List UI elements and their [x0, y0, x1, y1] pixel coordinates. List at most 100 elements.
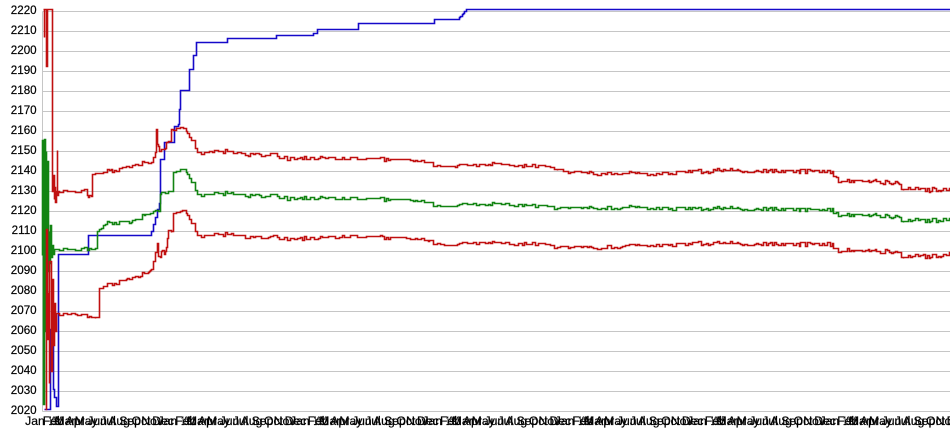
svg-text:Apr: Apr: [860, 414, 879, 428]
svg-text:Feb: Feb: [837, 414, 858, 428]
svg-text:Aug: Aug: [505, 414, 527, 428]
svg-text:2160: 2160: [11, 124, 37, 137]
svg-text:2140: 2140: [11, 164, 37, 177]
svg-text:Mar: Mar: [187, 414, 208, 428]
svg-text:1990: 1990: [49, 415, 63, 429]
svg-text:2030: 2030: [11, 384, 37, 397]
svg-text:Aug: Aug: [108, 414, 130, 428]
svg-text:Jun: Jun: [617, 414, 637, 428]
svg-text:Dec: Dec: [814, 414, 836, 428]
svg-text:Sep: Sep: [119, 414, 141, 428]
svg-text:Mar: Mar: [584, 414, 605, 428]
svg-text:1995: 1995: [711, 415, 725, 429]
svg-text:Aug: Aug: [638, 414, 660, 428]
svg-text:Feb: Feb: [43, 414, 64, 428]
svg-text:May: May: [207, 414, 231, 428]
svg-text:2100: 2100: [11, 244, 37, 257]
svg-text:Sep: Sep: [649, 414, 671, 428]
svg-text:Oct: Oct: [132, 414, 152, 428]
svg-text:Jan: Jan: [687, 414, 707, 428]
svg-text:2210: 2210: [11, 24, 37, 37]
svg-text:Mar: Mar: [452, 414, 473, 428]
svg-text:Mar: Mar: [319, 414, 340, 428]
svg-text:Nov: Nov: [141, 414, 164, 428]
svg-text:2170: 2170: [11, 104, 37, 117]
svg-text:Aug: Aug: [903, 414, 925, 428]
svg-text:Aug: Aug: [241, 414, 263, 428]
svg-text:Apr: Apr: [595, 414, 614, 428]
svg-text:May: May: [604, 414, 628, 428]
svg-text:Jun: Jun: [882, 414, 902, 428]
svg-text:2060: 2060: [11, 324, 37, 337]
svg-text:2220: 2220: [11, 4, 37, 17]
svg-text:Aug: Aug: [373, 414, 395, 428]
svg-text:Nov: Nov: [274, 414, 297, 428]
svg-text:Dec: Dec: [152, 414, 174, 428]
svg-text:Jun: Jun: [220, 414, 240, 428]
svg-text:Sep: Sep: [384, 414, 406, 428]
svg-text:Dec: Dec: [682, 414, 704, 428]
svg-text:Jun: Jun: [484, 414, 504, 428]
svg-text:Oct: Oct: [529, 414, 549, 428]
svg-text:Oct: Oct: [926, 414, 946, 428]
svg-text:2090: 2090: [11, 264, 37, 277]
svg-text:Jul: Jul: [233, 414, 249, 428]
svg-text:Nov: Nov: [803, 414, 826, 428]
svg-text:Aug: Aug: [770, 414, 792, 428]
svg-text:May: May: [869, 414, 893, 428]
svg-text:Sep: Sep: [252, 414, 274, 428]
svg-text:Feb: Feb: [440, 414, 461, 428]
svg-text:Oct: Oct: [794, 414, 814, 428]
svg-text:May: May: [737, 414, 761, 428]
svg-text:Apr: Apr: [66, 414, 85, 428]
svg-text:2120: 2120: [11, 204, 37, 217]
svg-text:May: May: [472, 414, 496, 428]
svg-text:Nov: Nov: [936, 414, 950, 428]
svg-text:1994: 1994: [578, 415, 592, 429]
svg-text:Nov: Nov: [538, 414, 561, 428]
svg-text:Jan: Jan: [422, 414, 442, 428]
svg-text:1991: 1991: [181, 415, 195, 429]
svg-text:Jan: Jan: [820, 414, 840, 428]
svg-text:Jun: Jun: [352, 414, 372, 428]
svg-text:2180: 2180: [11, 84, 37, 97]
svg-text:Feb: Feb: [308, 414, 329, 428]
svg-text:Sep: Sep: [781, 414, 803, 428]
svg-text:2110: 2110: [12, 224, 37, 237]
svg-text:Jan: Jan: [555, 414, 575, 428]
svg-text:Apr: Apr: [728, 414, 747, 428]
svg-text:Dec: Dec: [549, 414, 571, 428]
svg-text:Feb: Feb: [175, 414, 196, 428]
svg-text:Feb: Feb: [572, 414, 593, 428]
svg-text:2150: 2150: [11, 144, 37, 157]
svg-text:Dec: Dec: [947, 414, 950, 428]
svg-text:2190: 2190: [11, 64, 37, 77]
svg-text:Jan: Jan: [25, 414, 45, 428]
svg-text:Mar: Mar: [717, 414, 738, 428]
svg-text:Oct: Oct: [264, 414, 284, 428]
svg-text:Jan: Jan: [290, 414, 310, 428]
svg-text:May: May: [75, 414, 99, 428]
svg-text:Jul: Jul: [762, 414, 778, 428]
svg-text:Jun: Jun: [749, 414, 769, 428]
svg-text:Mar: Mar: [55, 414, 76, 428]
svg-text:Jul: Jul: [895, 414, 911, 428]
svg-text:Jan: Jan: [158, 414, 178, 428]
svg-text:Nov: Nov: [671, 414, 694, 428]
svg-text:Nov: Nov: [406, 414, 429, 428]
svg-text:Feb: Feb: [705, 414, 726, 428]
svg-text:Mar: Mar: [849, 414, 870, 428]
svg-text:1992: 1992: [314, 415, 328, 429]
svg-text:Sep: Sep: [516, 414, 538, 428]
svg-text:Jun: Jun: [87, 414, 107, 428]
svg-text:Sep: Sep: [914, 414, 936, 428]
svg-text:Apr: Apr: [198, 414, 217, 428]
svg-text:Dec: Dec: [285, 414, 307, 428]
svg-text:Jul: Jul: [630, 414, 646, 428]
svg-text:Oct: Oct: [661, 414, 681, 428]
svg-text:2020: 2020: [11, 404, 37, 417]
svg-text:2050: 2050: [11, 344, 37, 357]
svg-text:Jul: Jul: [498, 414, 514, 428]
svg-text:2080: 2080: [11, 284, 37, 297]
svg-text:May: May: [339, 414, 363, 428]
